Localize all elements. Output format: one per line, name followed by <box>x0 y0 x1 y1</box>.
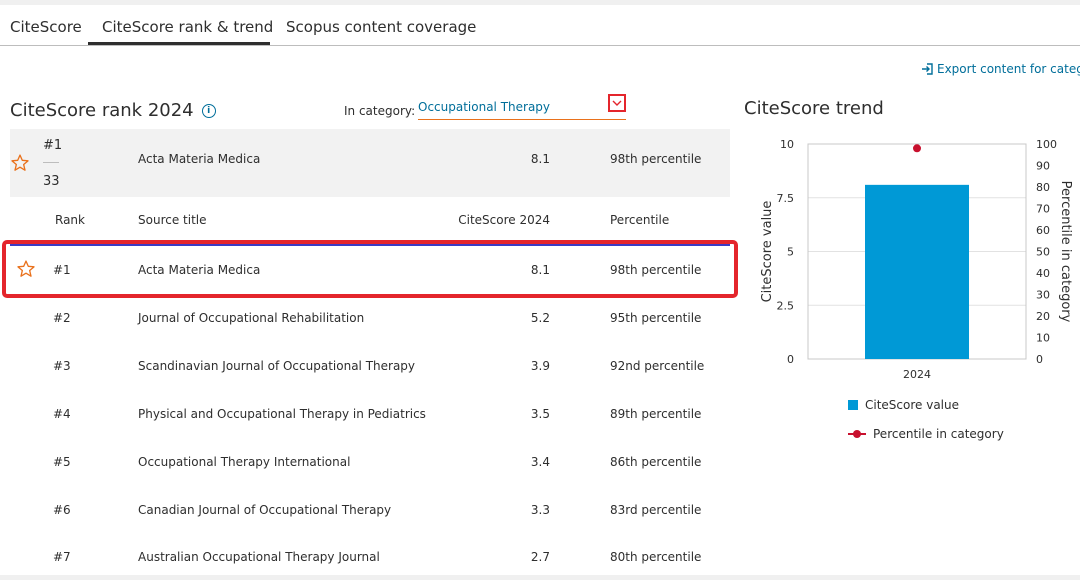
row-percentile: 86th percentile <box>610 455 702 469</box>
summary-rank: #1 <box>43 138 63 153</box>
row-source-title[interactable]: Occupational Therapy International <box>138 455 351 469</box>
row-source-title[interactable]: Physical and Occupational Therapy in Ped… <box>138 407 426 421</box>
legend-marker <box>848 429 866 439</box>
y-right-tick-label: 30 <box>1036 289 1050 302</box>
citescore-trend-chart: 02.557.51001020304050607080901002024Cite… <box>760 138 1073 381</box>
y-right-tick-label: 100 <box>1036 138 1057 151</box>
row-percentile: 80th percentile <box>610 550 702 564</box>
export-label: Export content for catego <box>937 62 1080 76</box>
header-divider <box>10 244 730 246</box>
y-tick-label: 0 <box>787 353 794 366</box>
category-value: Occupational Therapy <box>418 100 551 114</box>
row-rank: #1 <box>53 263 71 277</box>
y-right-tick-label: 80 <box>1036 181 1050 194</box>
y-tick-label: 10 <box>780 138 794 151</box>
row-rank: #5 <box>53 455 71 469</box>
row-rank: #4 <box>53 407 71 421</box>
row-score: 5.2 <box>530 311 550 325</box>
row-percentile: 89th percentile <box>610 407 702 421</box>
category-select[interactable]: Occupational Therapy <box>418 94 626 120</box>
summary-divider <box>43 162 59 163</box>
point-percentile <box>913 144 921 153</box>
row-source-title[interactable]: Australian Occupational Therapy Journal <box>138 550 380 564</box>
y-tick-label: 7.5 <box>777 192 795 205</box>
table-row[interactable]: #1 Acta Materia Medica 8.1 98th percenti… <box>10 246 730 294</box>
row-source-title[interactable]: Journal of Occupational Rehabilitation <box>138 311 365 325</box>
info-icon[interactable]: i <box>201 103 216 118</box>
row-score: 3.9 <box>530 359 550 373</box>
table-row[interactable]: #7 Australian Occupational Therapy Journ… <box>10 533 730 580</box>
star-icon[interactable] <box>16 259 36 279</box>
category-label: In category: <box>344 104 416 118</box>
y-tick-label: 5 <box>787 246 794 259</box>
table-row[interactable]: #5 Occupational Therapy International 3.… <box>10 438 730 486</box>
row-score: 8.1 <box>530 263 550 277</box>
table-row[interactable]: #4 Physical and Occupational Therapy in … <box>10 390 730 438</box>
summary-score: 8.1 <box>530 152 550 166</box>
y-right-tick-label: 70 <box>1036 203 1050 216</box>
legend-percentile[interactable]: Percentile in category <box>848 425 1004 443</box>
rank-title: CiteScore rank 2024 i <box>10 100 216 121</box>
summary-total: 33 <box>43 174 60 189</box>
row-percentile: 92nd percentile <box>610 359 705 373</box>
chevron-down-icon[interactable] <box>608 94 626 112</box>
bar-citescore <box>865 184 969 359</box>
active-tab-indicator <box>88 42 270 45</box>
row-score: 3.4 <box>530 455 550 469</box>
export-icon <box>922 63 933 75</box>
row-rank: #3 <box>53 359 71 373</box>
row-source-title[interactable]: Scandinavian Journal of Occupational The… <box>138 359 416 373</box>
legend-label: Percentile in category <box>873 427 1004 441</box>
row-rank: #6 <box>53 503 71 517</box>
rank-summary: #1 33 Acta Materia Medica 8.1 98th perce… <box>10 129 730 197</box>
row-score: 3.5 <box>530 407 550 421</box>
tab-bar: CiteScore CiteScore rank & trend Scopus … <box>0 10 1080 46</box>
row-source-title[interactable]: Canadian Journal of Occupational Therapy <box>138 503 392 517</box>
trend-title: CiteScore trend <box>744 98 884 119</box>
tab-scopus-content-coverage[interactable]: Scopus content coverage <box>286 18 477 36</box>
y-axis-label: CiteScore value <box>760 201 775 303</box>
y-right-tick-label: 20 <box>1036 310 1050 323</box>
row-score: 3.3 <box>530 503 550 517</box>
y-right-tick-label: 40 <box>1036 267 1050 280</box>
top-strip <box>0 0 1080 5</box>
rank-title-text: CiteScore rank 2024 <box>10 100 194 121</box>
row-score: 2.7 <box>530 550 550 564</box>
row-rank: #2 <box>53 311 71 325</box>
table-row[interactable]: #2 Journal of Occupational Rehabilitatio… <box>10 294 730 342</box>
y-right-tick-label: 10 <box>1036 332 1050 345</box>
row-rank: #7 <box>53 550 71 564</box>
legend-label: CiteScore value <box>865 398 960 412</box>
y-tick-label: 2.5 <box>777 299 795 312</box>
y-right-axis-label: Percentile in category <box>1058 181 1073 323</box>
y-right-tick-label: 0 <box>1036 353 1043 366</box>
column-percentile[interactable]: Percentile <box>610 213 670 227</box>
table-header: Rank Source title CiteScore 2024 Percent… <box>10 206 730 236</box>
row-percentile: 98th percentile <box>610 263 702 277</box>
row-percentile: 83rd percentile <box>610 503 702 517</box>
chart-legend: CiteScore value Percentile in category <box>848 396 1004 454</box>
legend-citescore-value[interactable]: CiteScore value <box>848 396 1004 414</box>
tab-citescore-rank-trend[interactable]: CiteScore rank & trend <box>102 18 274 36</box>
legend-swatch <box>848 400 858 410</box>
tab-citescore[interactable]: CiteScore <box>10 18 82 36</box>
row-percentile: 95th percentile <box>610 311 702 325</box>
column-citescore[interactable]: CiteScore 2024 <box>458 213 550 227</box>
bottom-strip <box>0 575 1080 580</box>
highlight-box <box>2 240 738 298</box>
x-tick-label: 2024 <box>903 368 931 381</box>
summary-source-title: Acta Materia Medica <box>138 152 261 166</box>
row-source-title[interactable]: Acta Materia Medica <box>138 263 261 277</box>
y-right-tick-label: 50 <box>1036 246 1050 259</box>
y-right-tick-label: 90 <box>1036 160 1050 173</box>
summary-percentile: 98th percentile <box>610 152 702 166</box>
y-right-tick-label: 60 <box>1036 224 1050 237</box>
export-content-link[interactable]: Export content for catego <box>921 62 1080 76</box>
star-icon[interactable] <box>10 153 30 173</box>
column-rank[interactable]: Rank <box>55 213 85 227</box>
table-row[interactable]: #3 Scandinavian Journal of Occupational … <box>10 342 730 390</box>
column-source-title[interactable]: Source title <box>138 213 207 227</box>
table-row[interactable]: #6 Canadian Journal of Occupational Ther… <box>10 486 730 534</box>
